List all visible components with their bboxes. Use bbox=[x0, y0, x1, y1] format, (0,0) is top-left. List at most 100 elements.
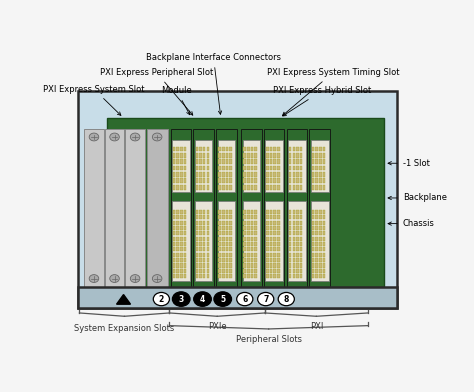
Bar bbox=[323, 166, 325, 171]
Bar bbox=[266, 178, 269, 183]
Bar bbox=[180, 185, 182, 189]
Bar bbox=[207, 253, 209, 257]
Bar bbox=[184, 274, 186, 278]
Bar bbox=[173, 253, 175, 257]
Bar bbox=[229, 247, 232, 251]
Bar bbox=[173, 221, 175, 225]
Bar bbox=[226, 269, 228, 273]
Bar bbox=[199, 263, 202, 267]
Bar bbox=[203, 269, 205, 273]
Bar bbox=[229, 147, 232, 151]
Bar bbox=[311, 274, 314, 278]
Bar bbox=[203, 237, 205, 241]
Bar bbox=[219, 269, 221, 273]
Bar bbox=[180, 159, 182, 164]
Bar bbox=[219, 178, 221, 183]
Bar bbox=[292, 178, 295, 183]
Bar bbox=[247, 269, 249, 273]
Text: 2: 2 bbox=[159, 294, 164, 303]
Bar bbox=[222, 253, 225, 257]
Bar bbox=[247, 231, 249, 235]
Bar bbox=[270, 274, 273, 278]
Bar bbox=[251, 226, 253, 230]
Bar bbox=[255, 159, 257, 164]
Bar bbox=[255, 247, 257, 251]
Bar bbox=[226, 147, 228, 151]
Bar bbox=[251, 166, 253, 171]
Bar bbox=[184, 153, 186, 158]
Bar bbox=[199, 247, 202, 251]
Bar bbox=[292, 159, 295, 164]
Bar bbox=[266, 159, 269, 164]
Bar bbox=[311, 226, 314, 230]
Bar bbox=[247, 172, 249, 177]
Bar bbox=[273, 185, 276, 189]
Bar bbox=[300, 147, 302, 151]
Text: Backplane: Backplane bbox=[388, 194, 447, 202]
Circle shape bbox=[89, 275, 99, 283]
Bar bbox=[296, 253, 299, 257]
Bar bbox=[199, 153, 202, 158]
Bar bbox=[196, 215, 198, 219]
Circle shape bbox=[89, 133, 99, 141]
Bar bbox=[203, 172, 205, 177]
Bar bbox=[229, 274, 232, 278]
Bar bbox=[243, 185, 246, 189]
Bar bbox=[243, 140, 260, 192]
Bar bbox=[176, 185, 179, 189]
Bar bbox=[216, 129, 237, 287]
Bar bbox=[311, 221, 314, 225]
Bar bbox=[251, 153, 253, 158]
Bar bbox=[219, 215, 221, 219]
Bar bbox=[229, 242, 232, 246]
Bar bbox=[226, 242, 228, 246]
Bar bbox=[184, 269, 186, 273]
Bar bbox=[176, 210, 179, 214]
Bar bbox=[173, 210, 175, 214]
Bar bbox=[184, 210, 186, 214]
Bar bbox=[199, 269, 202, 273]
Bar bbox=[176, 221, 179, 225]
Bar bbox=[300, 258, 302, 262]
Bar bbox=[207, 159, 209, 164]
Bar bbox=[311, 147, 314, 151]
Bar bbox=[277, 226, 280, 230]
Bar bbox=[243, 166, 246, 171]
Bar bbox=[184, 237, 186, 241]
Bar bbox=[311, 231, 314, 235]
Bar bbox=[251, 172, 253, 177]
Bar bbox=[229, 226, 232, 230]
Bar bbox=[241, 129, 262, 287]
Bar bbox=[311, 237, 314, 241]
Bar bbox=[218, 201, 235, 281]
Bar bbox=[243, 242, 246, 246]
Bar bbox=[180, 226, 182, 230]
Bar bbox=[315, 178, 318, 183]
Bar bbox=[255, 237, 257, 241]
Bar bbox=[243, 237, 246, 241]
Bar bbox=[226, 237, 228, 241]
Bar bbox=[287, 129, 307, 287]
Bar bbox=[300, 166, 302, 171]
Bar bbox=[315, 237, 318, 241]
Circle shape bbox=[110, 133, 119, 141]
Bar bbox=[266, 247, 269, 251]
Bar bbox=[219, 147, 221, 151]
Bar bbox=[289, 178, 292, 183]
Bar bbox=[300, 253, 302, 257]
Bar bbox=[173, 231, 175, 235]
Bar bbox=[251, 242, 253, 246]
Bar bbox=[315, 269, 318, 273]
Bar bbox=[273, 247, 276, 251]
Bar bbox=[180, 231, 182, 235]
Bar bbox=[226, 226, 228, 230]
Bar bbox=[207, 221, 209, 225]
Bar bbox=[195, 140, 212, 192]
Bar bbox=[184, 185, 186, 189]
Bar bbox=[251, 159, 253, 164]
Bar bbox=[266, 274, 269, 278]
Bar bbox=[173, 153, 175, 158]
Bar bbox=[311, 247, 314, 251]
Bar bbox=[292, 237, 295, 241]
Bar bbox=[219, 274, 221, 278]
